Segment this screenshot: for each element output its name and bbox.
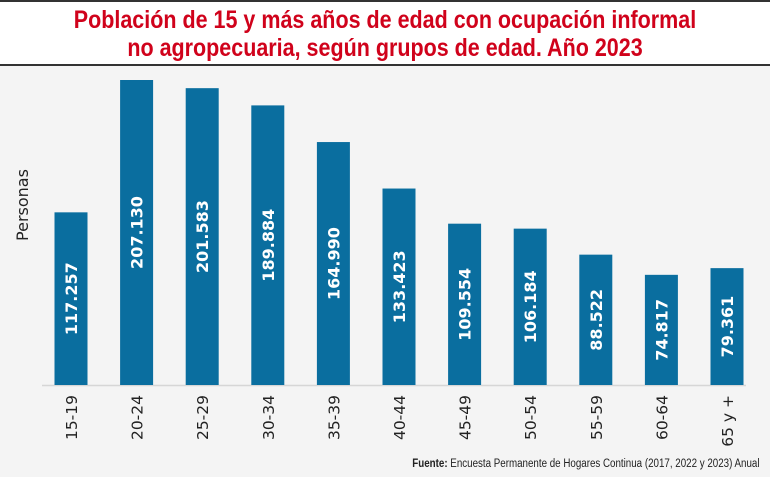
data-label: 189.884 <box>259 209 278 282</box>
x-tick-label: 45-49 <box>457 395 475 440</box>
bar-45-49 <box>448 223 482 385</box>
source-text: Encuesta Permanente de Hogares Continua … <box>448 458 760 470</box>
bar-60-64 <box>644 274 678 385</box>
data-label: 133.423 <box>390 250 409 323</box>
x-tick-label: 30-34 <box>260 395 278 440</box>
x-tick-label: 15-19 <box>63 395 81 440</box>
source-note: Fuente: Encuesta Permanente de Hogares C… <box>413 458 760 470</box>
x-tick-label: 60-64 <box>653 395 671 440</box>
data-label: 74.817 <box>652 299 671 361</box>
x-tick-label: 65 y + <box>719 395 737 447</box>
bar-55-59 <box>579 254 613 385</box>
data-label: 117.257 <box>62 262 81 335</box>
bar-30-34 <box>251 105 285 385</box>
data-label: 88.522 <box>587 289 606 351</box>
bar-25-29 <box>185 88 219 386</box>
title-line-2: no agropecuaria, según grupos de edad. A… <box>127 34 643 62</box>
title-banner: Población de 15 y más años de edad con o… <box>0 0 770 66</box>
bar-40-44 <box>382 188 416 385</box>
data-label: 106.184 <box>521 270 540 343</box>
bar-15-19 <box>54 212 88 385</box>
data-label: 201.583 <box>193 200 212 273</box>
x-tick-label: 25-29 <box>194 395 212 440</box>
data-label: 207.130 <box>128 196 147 269</box>
data-label: 79.361 <box>718 296 737 358</box>
x-tick-label: 40-44 <box>391 395 409 440</box>
data-label: 164.990 <box>324 227 343 300</box>
bar-20-24 <box>120 80 154 385</box>
source-label: Fuente: <box>412 458 449 470</box>
bar-65 y + <box>710 268 744 385</box>
title-line-1: Población de 15 y más años de edad con o… <box>73 6 697 34</box>
data-label: 109.554 <box>456 268 475 341</box>
y-axis-label: Personas <box>13 169 32 241</box>
x-tick-label: 50-54 <box>522 395 540 440</box>
bar-35-39 <box>316 142 350 385</box>
chart-title: Población de 15 y más años de edad con o… <box>54 6 716 62</box>
bar-50-54 <box>513 228 547 385</box>
x-tick-label: 35-39 <box>325 395 343 440</box>
x-tick-label: 55-59 <box>588 395 606 440</box>
x-tick-label: 20-24 <box>129 395 147 440</box>
